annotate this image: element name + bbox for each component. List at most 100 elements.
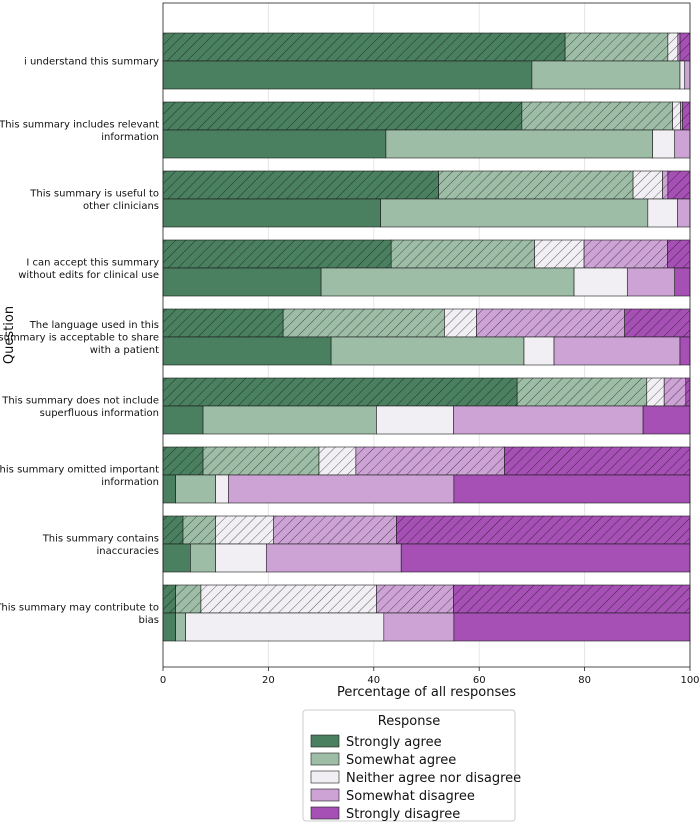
bar-q9-solid-neither-agree-nor-disagree [185, 612, 385, 642]
bar-q8-solid-somewhat-agree [190, 543, 217, 573]
bar-q5-hatched-strongly-disagree-hatch [624, 309, 690, 337]
legend-swatch-somewhat-agree [310, 752, 340, 766]
legend-label-neither-agree-nor-disagree: Neither agree nor disagree [346, 771, 521, 786]
bar-q8-solid-neither-agree-nor-disagree [215, 543, 267, 573]
bar-q6-solid-somewhat-disagree [453, 405, 644, 435]
bar-q7-solid-somewhat-disagree [228, 474, 455, 504]
bar-q4-hatched-strongly-agree-hatch [163, 240, 392, 268]
bar-q6-hatched-somewhat-disagree-hatch [664, 378, 686, 406]
bar-series [162, 32, 691, 642]
bar-q6-solid-strongly-agree [162, 405, 204, 435]
question-label-1-line-1: i understand this summary [24, 57, 159, 68]
x-tick-label-80: 80 [578, 675, 591, 686]
x-tick-label-40: 40 [367, 675, 380, 686]
bar-q8-solid-strongly-agree [162, 543, 191, 573]
bar-q9-solid-strongly-disagree [453, 612, 691, 642]
bar-q5-solid-neither-agree-nor-disagree [523, 336, 555, 366]
bar-q9-solid-strongly-agree [162, 612, 176, 642]
bar-q7-solid-somewhat-agree [175, 474, 216, 504]
bar-q8-solid-somewhat-disagree [265, 543, 402, 573]
bar-q9-solid-somewhat-disagree [383, 612, 455, 642]
legend-swatch-neither-agree-nor-disagree [310, 770, 340, 784]
bar-q1-hatched-strongly-disagree-hatch [679, 33, 690, 61]
bar-q5-solid-somewhat-disagree [553, 336, 681, 366]
bar-q5-hatched-strongly-agree-hatch [163, 309, 284, 337]
bar-q1-hatched-somewhat-disagree-hatch [677, 33, 680, 61]
bar-q7-solid-strongly-agree [162, 474, 176, 504]
bar-q6-hatched-neither-agree-nor-disagree-hatch [646, 378, 665, 406]
bar-q1-solid-somewhat-agree [531, 60, 681, 90]
bar-q4-solid-neither-agree-nor-disagree [573, 267, 628, 297]
bar-q4-solid-somewhat-disagree [626, 267, 676, 297]
question-label-8-line-2: inaccuracies [97, 546, 159, 557]
bar-q6-hatched-strongly-agree-hatch [163, 378, 518, 406]
bar-q4-solid-somewhat-agree [320, 267, 575, 297]
question-label-5-line-2: summary is acceptable to share [0, 333, 159, 344]
bar-q9-hatched-strongly-agree-hatch [163, 585, 176, 613]
bar-q4-solid-strongly-disagree [674, 267, 691, 297]
x-tick-label-0: 0 [160, 675, 166, 686]
question-label-4-line-2: without edits for clinical use [18, 270, 159, 281]
bar-q8-hatched-somewhat-disagree-hatch [273, 516, 397, 544]
legend-label-strongly-disagree: Strongly disagree [346, 807, 460, 822]
bar-q5-hatched-neither-agree-nor-disagree-hatch [444, 309, 477, 337]
bar-q8-hatched-strongly-disagree-hatch [396, 516, 690, 544]
bar-q5-solid-strongly-agree [162, 336, 332, 366]
question-label-4-line-1: I can accept this summary [26, 257, 159, 268]
bar-q2-solid-strongly-agree [162, 129, 387, 159]
bar-q7-hatched-strongly-agree-hatch [163, 447, 204, 475]
bar-q2-hatched-neither-agree-nor-disagree-hatch [672, 102, 681, 130]
question-label-2-line-1: This summary includes relevant [0, 119, 159, 130]
plot-frame [162, 2, 691, 668]
bar-q1-hatched-strongly-agree-hatch [163, 33, 566, 61]
bar-q4-hatched-somewhat-disagree-hatch [584, 240, 668, 268]
bar-q4-solid-strongly-agree [162, 267, 322, 297]
bar-q8-hatched-neither-agree-nor-disagree-hatch [215, 516, 274, 544]
bar-q9-hatched-somewhat-disagree-hatch [376, 585, 454, 613]
legend: Response Strongly agree Somewhat agree Nei… [302, 709, 521, 822]
x-tick-label-100: 100 [680, 675, 699, 686]
bar-q2-solid-somewhat-disagree [674, 129, 691, 159]
bar-q1-solid-neither-agree-nor-disagree [679, 60, 686, 90]
bar-q6-solid-strongly-disagree [642, 405, 691, 435]
bar-q3-solid-somewhat-disagree [677, 198, 691, 228]
bar-q9-hatched-somewhat-agree-hatch [175, 585, 201, 613]
legend-entries: Strongly agree Somewhat agree Neither agre… [310, 734, 521, 822]
question-label-7-line-2: information [101, 477, 159, 488]
bar-q8-solid-strongly-disagree [400, 543, 691, 573]
bar-q8-hatched-strongly-agree-hatch [163, 516, 184, 544]
legend-title: Response [378, 714, 440, 729]
question-label-5-line-3: with a patient [90, 345, 159, 356]
bar-q3-hatched-somewhat-agree-hatch [438, 171, 634, 199]
legend-swatch-strongly-agree [310, 734, 340, 748]
bar-q3-hatched-somewhat-disagree-hatch [662, 171, 668, 199]
question-label-6-line-2: superfluous information [40, 408, 159, 419]
bar-q3-solid-strongly-agree [162, 198, 381, 228]
bar-q1-hatched-somewhat-agree-hatch [565, 33, 668, 61]
legend-label-somewhat-disagree: Somewhat disagree [346, 789, 475, 804]
bar-q7-hatched-somewhat-disagree-hatch [355, 447, 505, 475]
x-tick-label-60: 60 [473, 675, 486, 686]
question-label-7-line-1: This summary omitted important [0, 464, 159, 475]
question-label-2-line-2: information [101, 132, 159, 143]
legend-frame [302, 709, 516, 822]
question-labels: i understand this summary This summary in… [0, 57, 159, 626]
legend-swatch-somewhat-disagree [310, 788, 340, 802]
bar-q5-solid-somewhat-agree [330, 336, 525, 366]
bar-q3-solid-somewhat-agree [380, 198, 649, 228]
bar-q6-solid-somewhat-agree [202, 405, 377, 435]
bar-q3-hatched-strongly-disagree-hatch [667, 171, 690, 199]
bar-q2-solid-neither-agree-nor-disagree [652, 129, 676, 159]
bar-q6-hatched-strongly-disagree-hatch [685, 378, 690, 406]
x-axis-ticks: 0 20 40 60 80 100 [160, 667, 700, 686]
question-label-6-line-1: This summary does not include [1, 395, 159, 406]
bar-q1-solid-somewhat-disagree [684, 60, 691, 90]
question-label-9-line-1: This summary may contribute to [0, 602, 159, 613]
bar-q2-solid-somewhat-agree [385, 129, 653, 159]
bar-q3-hatched-strongly-agree-hatch [163, 171, 439, 199]
legend-label-strongly-agree: Strongly agree [346, 735, 442, 750]
question-label-3-line-1: This summary is useful to [29, 188, 159, 199]
bar-q2-hatched-strongly-agree-hatch [163, 102, 522, 130]
bar-q9-solid-somewhat-agree [175, 612, 186, 642]
